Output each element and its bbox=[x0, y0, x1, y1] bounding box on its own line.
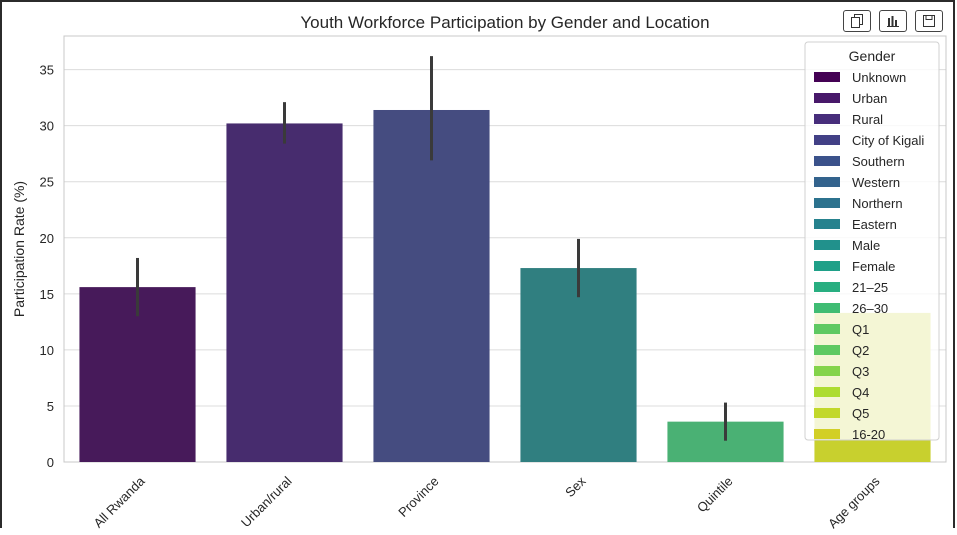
legend-label: Northern bbox=[852, 196, 903, 211]
legend-label: Southern bbox=[852, 154, 905, 169]
legend-swatch bbox=[814, 219, 840, 229]
legend-label: Urban bbox=[852, 91, 887, 106]
x-tick-label: Quintile bbox=[694, 474, 736, 516]
legend-swatch bbox=[814, 303, 840, 313]
legend-label: Female bbox=[852, 259, 895, 274]
chart-toolbar bbox=[843, 10, 943, 32]
x-tick-labels: All Rwanda Urban/rural Province Sex Quintile… bbox=[91, 473, 883, 531]
x-tick-label: Age groups bbox=[825, 473, 883, 530]
legend-swatch bbox=[814, 366, 840, 376]
legend-label: 16-20 bbox=[852, 427, 885, 442]
legend-swatch bbox=[814, 345, 840, 355]
y-tick-label: 0 bbox=[47, 455, 54, 470]
bar bbox=[226, 123, 343, 462]
legend-swatch bbox=[814, 135, 840, 145]
legend-label: Q1 bbox=[852, 322, 869, 337]
legend-label: Q2 bbox=[852, 343, 869, 358]
legend-swatch bbox=[814, 387, 840, 397]
legend-label: City of Kigali bbox=[852, 133, 924, 148]
legend-label: 26–30 bbox=[852, 301, 888, 316]
bars bbox=[79, 109, 931, 462]
legend-label: Eastern bbox=[852, 217, 897, 232]
legend-swatch bbox=[814, 177, 840, 187]
legend-label: Unknown bbox=[852, 70, 906, 85]
x-tick-label: Urban/rural bbox=[238, 473, 295, 530]
legend-label: Western bbox=[852, 175, 900, 190]
legend-swatch bbox=[814, 429, 840, 439]
legend-title: Gender bbox=[849, 48, 896, 64]
legend-swatch bbox=[814, 261, 840, 271]
legend-swatch bbox=[814, 198, 840, 208]
y-tick-label: 20 bbox=[40, 231, 54, 246]
copy-icon[interactable] bbox=[843, 10, 871, 32]
error-bars bbox=[136, 56, 727, 441]
y-tick-labels: 0 5 10 15 20 25 30 35 bbox=[40, 63, 54, 470]
legend-swatch bbox=[814, 114, 840, 124]
y-axis-label: Participation Rate (%) bbox=[11, 181, 27, 317]
y-tick-label: 35 bbox=[40, 63, 54, 78]
legend-label: Q5 bbox=[852, 406, 869, 421]
legend-swatch bbox=[814, 93, 840, 103]
y-tick-label: 10 bbox=[40, 343, 54, 358]
y-tick-label: 30 bbox=[40, 119, 54, 134]
y-tick-label: 25 bbox=[40, 175, 54, 190]
plot-frame bbox=[63, 35, 947, 463]
legend-label: Rural bbox=[852, 112, 883, 127]
legend-swatch bbox=[814, 72, 840, 82]
legend-label: Q4 bbox=[852, 385, 869, 400]
bar bbox=[520, 268, 637, 462]
legend: Gender Unknown Urban Rural City of Kigali Sou… bbox=[804, 41, 940, 442]
legend-swatch bbox=[814, 408, 840, 418]
x-tick-label: Sex bbox=[562, 473, 589, 500]
x-tick-label: All Rwanda bbox=[91, 473, 149, 530]
legend-swatch bbox=[814, 240, 840, 250]
legend-label: Male bbox=[852, 238, 880, 253]
legend-label: 21–25 bbox=[852, 280, 888, 295]
y-tick-label: 5 bbox=[47, 399, 54, 414]
chart-title: Youth Workforce Participation by Gender … bbox=[300, 13, 709, 32]
legend-swatch bbox=[814, 156, 840, 166]
save-icon[interactable] bbox=[915, 10, 943, 32]
legend-swatch bbox=[814, 282, 840, 292]
bar bbox=[373, 109, 490, 462]
x-tick-label: Province bbox=[395, 474, 441, 520]
y-tick-label: 15 bbox=[40, 287, 54, 302]
bar-chart-icon[interactable] bbox=[879, 10, 907, 32]
legend-swatch bbox=[814, 324, 840, 334]
legend-label: Q3 bbox=[852, 364, 869, 379]
plot-area bbox=[63, 35, 947, 463]
